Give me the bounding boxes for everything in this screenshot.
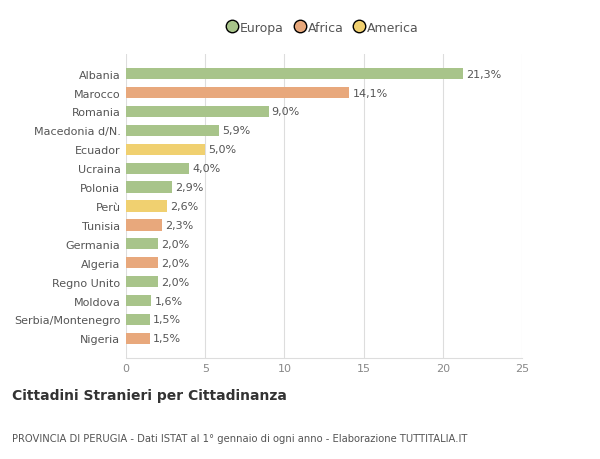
Bar [126, 106, 269, 118]
Text: 1,6%: 1,6% [155, 296, 182, 306]
Text: PROVINCIA DI PERUGIA - Dati ISTAT al 1° gennaio di ogni anno - Elaborazione TUTT: PROVINCIA DI PERUGIA - Dati ISTAT al 1° … [12, 433, 467, 442]
Text: 14,1%: 14,1% [353, 89, 388, 98]
Bar [126, 88, 349, 99]
Bar [126, 314, 150, 325]
Bar [126, 144, 205, 156]
Text: 2,9%: 2,9% [175, 183, 203, 193]
Bar [126, 276, 158, 288]
Text: 5,0%: 5,0% [208, 145, 236, 155]
Bar [126, 239, 158, 250]
Text: 4,0%: 4,0% [193, 164, 221, 174]
Text: 2,0%: 2,0% [161, 239, 189, 249]
Text: 2,0%: 2,0% [161, 258, 189, 268]
Bar [126, 333, 150, 344]
Text: 21,3%: 21,3% [467, 69, 502, 79]
Bar [126, 182, 172, 193]
Bar [126, 201, 167, 212]
Bar [126, 125, 220, 137]
Text: 9,0%: 9,0% [272, 107, 300, 117]
Bar [126, 220, 163, 231]
Text: 1,5%: 1,5% [153, 334, 181, 344]
Text: 2,3%: 2,3% [166, 220, 194, 230]
Text: 2,6%: 2,6% [170, 202, 199, 212]
Text: Cittadini Stranieri per Cittadinanza: Cittadini Stranieri per Cittadinanza [12, 388, 287, 403]
Text: 1,5%: 1,5% [153, 315, 181, 325]
Text: 2,0%: 2,0% [161, 277, 189, 287]
Bar [126, 163, 190, 174]
Bar [126, 295, 151, 307]
Bar [126, 69, 463, 80]
Legend: Europa, Africa, America: Europa, Africa, America [229, 22, 419, 35]
Bar [126, 257, 158, 269]
Text: 5,9%: 5,9% [223, 126, 251, 136]
